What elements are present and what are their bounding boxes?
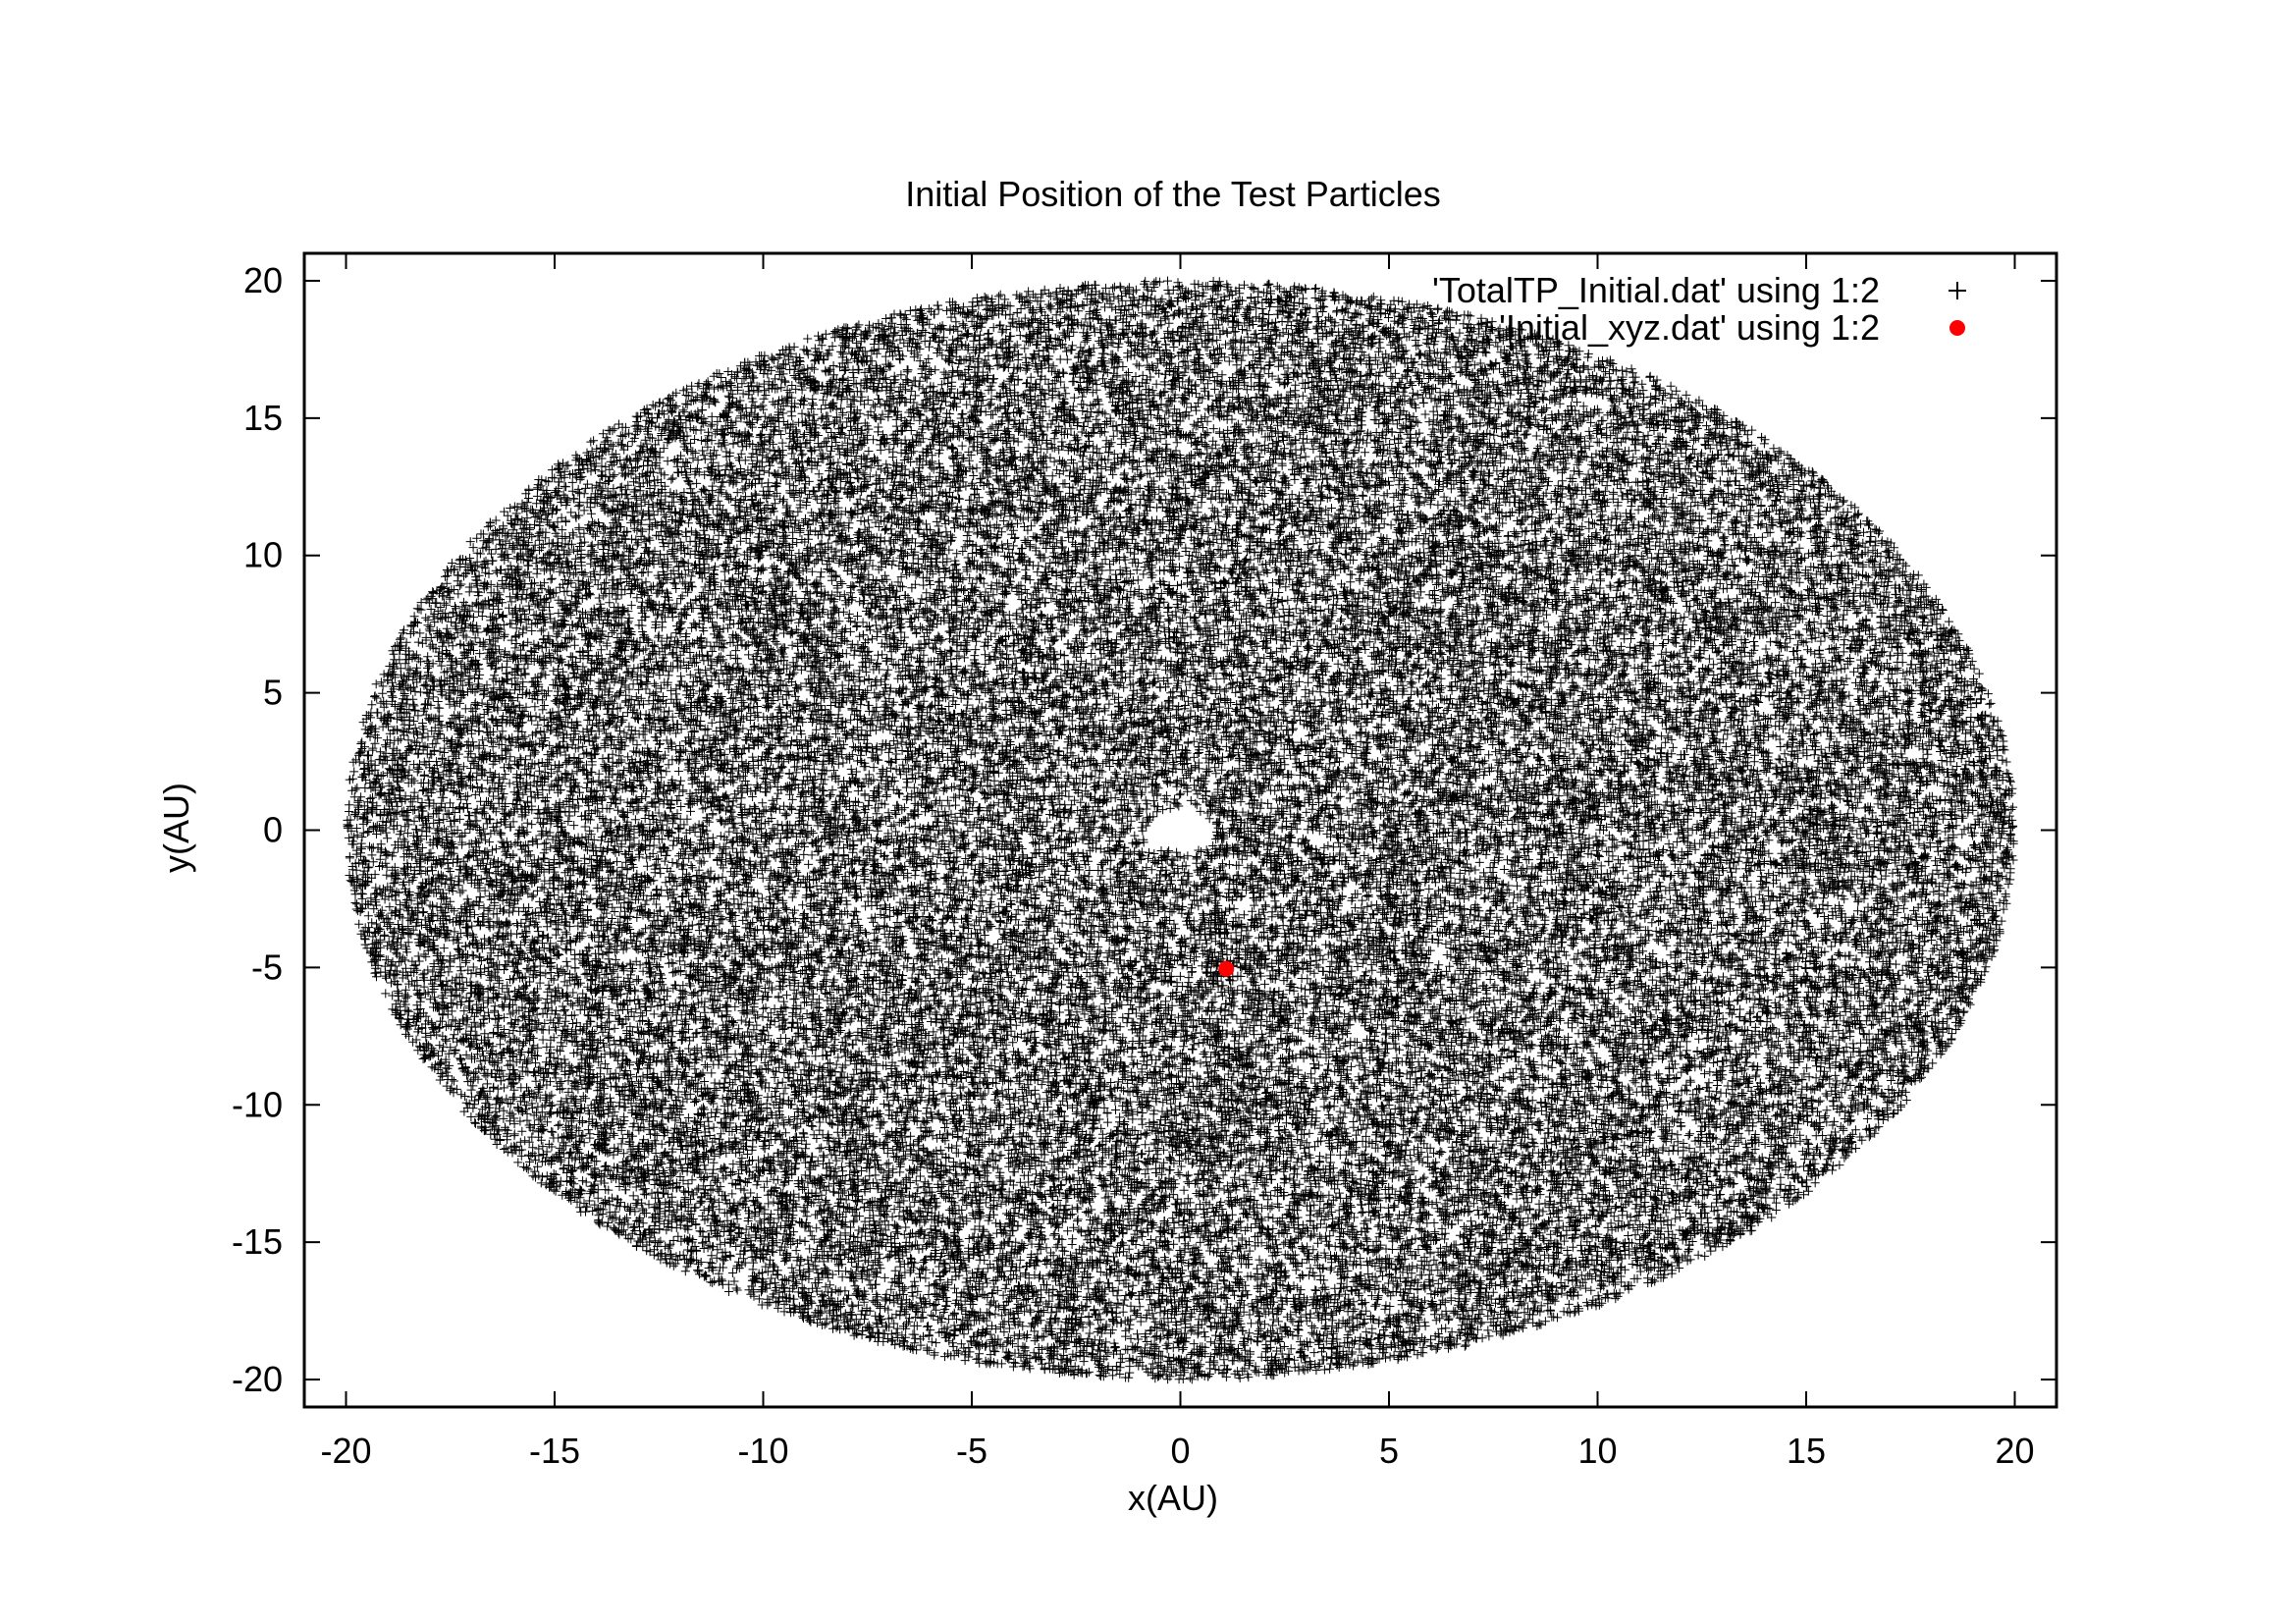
initial-xyz-point bbox=[1218, 960, 1235, 977]
test-particle-series bbox=[343, 276, 2018, 1384]
x-axis-ticks: -20 -15 -10 -5 0 5 10 15 20 bbox=[320, 253, 2035, 1471]
y-tick-label: 0 bbox=[263, 810, 283, 850]
x-tick-label: -5 bbox=[956, 1431, 988, 1471]
legend-plus-marker bbox=[1949, 282, 1966, 299]
x-tick-label: -20 bbox=[320, 1431, 371, 1471]
y-tick-label: 15 bbox=[243, 398, 283, 438]
particle-markers bbox=[343, 276, 2018, 1384]
y-tick-label: -20 bbox=[232, 1359, 283, 1399]
y-tick-label: -5 bbox=[251, 947, 283, 987]
y-tick-label: 5 bbox=[263, 673, 283, 713]
y-tick-label: -15 bbox=[232, 1221, 283, 1262]
x-tick-label: 10 bbox=[1577, 1431, 1617, 1471]
x-tick-label: -15 bbox=[529, 1431, 580, 1471]
y-tick-label: 20 bbox=[243, 260, 283, 300]
legend-entry-label: 'TotalTP_Initial.dat' using 1:2 bbox=[1432, 270, 1880, 310]
x-tick-label: 20 bbox=[1995, 1431, 2034, 1471]
x-tick-label: 15 bbox=[1787, 1431, 1826, 1471]
legend-entry-label: 'Initial_xyz.dat' using 1:2 bbox=[1499, 307, 1880, 348]
chart-title: Initial Position of the Test Particles bbox=[905, 174, 1441, 214]
x-tick-label: -10 bbox=[737, 1431, 788, 1471]
x-tick-label: 0 bbox=[1170, 1431, 1190, 1471]
y-tick-label: 10 bbox=[243, 535, 283, 575]
legend: 'TotalTP_Initial.dat' using 1:2'Initial_… bbox=[1432, 270, 1966, 348]
legend-circle-marker bbox=[1949, 320, 1965, 336]
y-axis-label: y(AU) bbox=[156, 783, 196, 873]
x-tick-label: 5 bbox=[1379, 1431, 1399, 1471]
y-tick-label: -10 bbox=[232, 1084, 283, 1124]
x-axis-label: x(AU) bbox=[1128, 1478, 1218, 1518]
initial-xyz-series bbox=[1218, 960, 1235, 977]
y-axis-ticks: -20 -15 -10 -5 0 5 10 15 20 bbox=[232, 260, 2056, 1399]
